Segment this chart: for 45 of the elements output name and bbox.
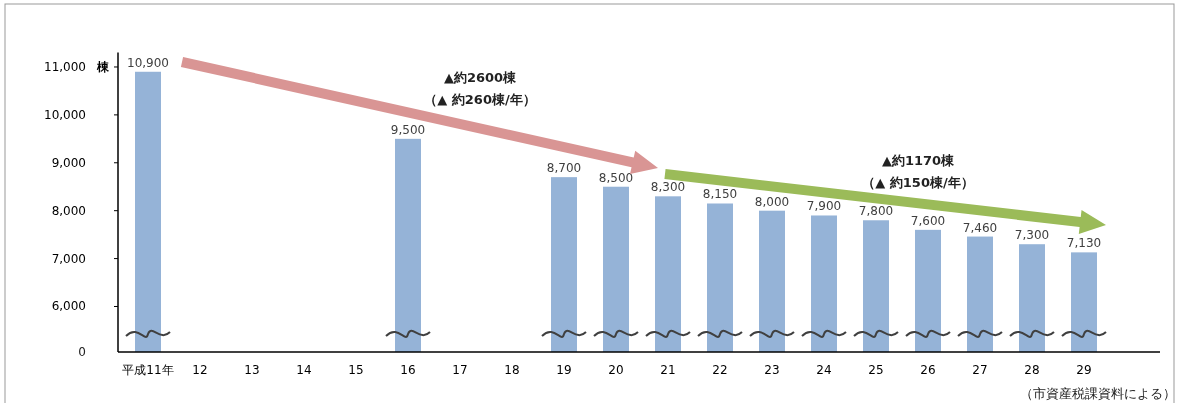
data-label: 7,600 <box>910 213 946 228</box>
x-tick-label: 28 <box>1024 363 1040 377</box>
data-label: 7,460 <box>962 220 998 235</box>
x-tick-label: 19 <box>556 363 572 377</box>
annotation: （▲ 約260棟/年） <box>424 92 536 107</box>
data-label: 7,300 <box>1014 228 1050 243</box>
data-label: 8,150 <box>702 187 738 202</box>
x-tick-label: 21 <box>660 363 676 377</box>
data-label: 8,300 <box>650 180 686 195</box>
x-tick-label: 29 <box>1076 363 1092 377</box>
x-tick-label: 13 <box>244 363 260 377</box>
data-label: 7,130 <box>1066 236 1102 251</box>
x-tick-label: 20 <box>608 363 624 377</box>
x-tick-label: 25 <box>868 363 884 377</box>
x-tick-label: 14 <box>296 363 312 377</box>
x-tick-label: 18 <box>504 363 520 377</box>
data-label: 7,800 <box>858 204 894 219</box>
annotation: ▲約1170棟 <box>881 153 956 168</box>
x-tick-label: 12 <box>192 363 208 377</box>
y-tick-label: 10,000 <box>44 107 86 122</box>
y-tick-label: 6,000 <box>51 299 86 314</box>
data-label: 9,500 <box>390 122 426 137</box>
text: （市資産税課資料による） <box>1020 386 1176 401</box>
y-tick-label: 11,000 <box>44 59 86 74</box>
y-tick-label: 8,000 <box>51 203 86 218</box>
x-tick-label: 24 <box>816 363 832 377</box>
x-tick-label: 27 <box>972 363 988 377</box>
x-tick-label: 26 <box>920 363 936 377</box>
annotation: （▲ 約150棟/年） <box>862 175 974 190</box>
data-label: 8,000 <box>754 194 790 209</box>
y-tick-label: 7,000 <box>51 251 86 266</box>
x-tick-label: 22 <box>712 363 728 377</box>
x-tick-label: 16 <box>400 363 416 377</box>
x-tick-label: 15 <box>348 363 364 377</box>
data-label: 10,900 <box>127 55 169 70</box>
x-tick-label: 17 <box>452 363 468 377</box>
data-label: 8,700 <box>546 161 582 176</box>
data-label: 8,500 <box>598 170 634 185</box>
annotation: ▲約2600棟 <box>443 70 518 85</box>
y-axis-title: 棟 <box>96 59 110 74</box>
x-tick-label: 23 <box>764 363 780 377</box>
data-label: 7,900 <box>806 199 842 214</box>
y-tick-label: 9,000 <box>51 155 86 170</box>
text: 0 <box>78 345 86 359</box>
x-tick-label: 平成11年 <box>122 363 174 377</box>
